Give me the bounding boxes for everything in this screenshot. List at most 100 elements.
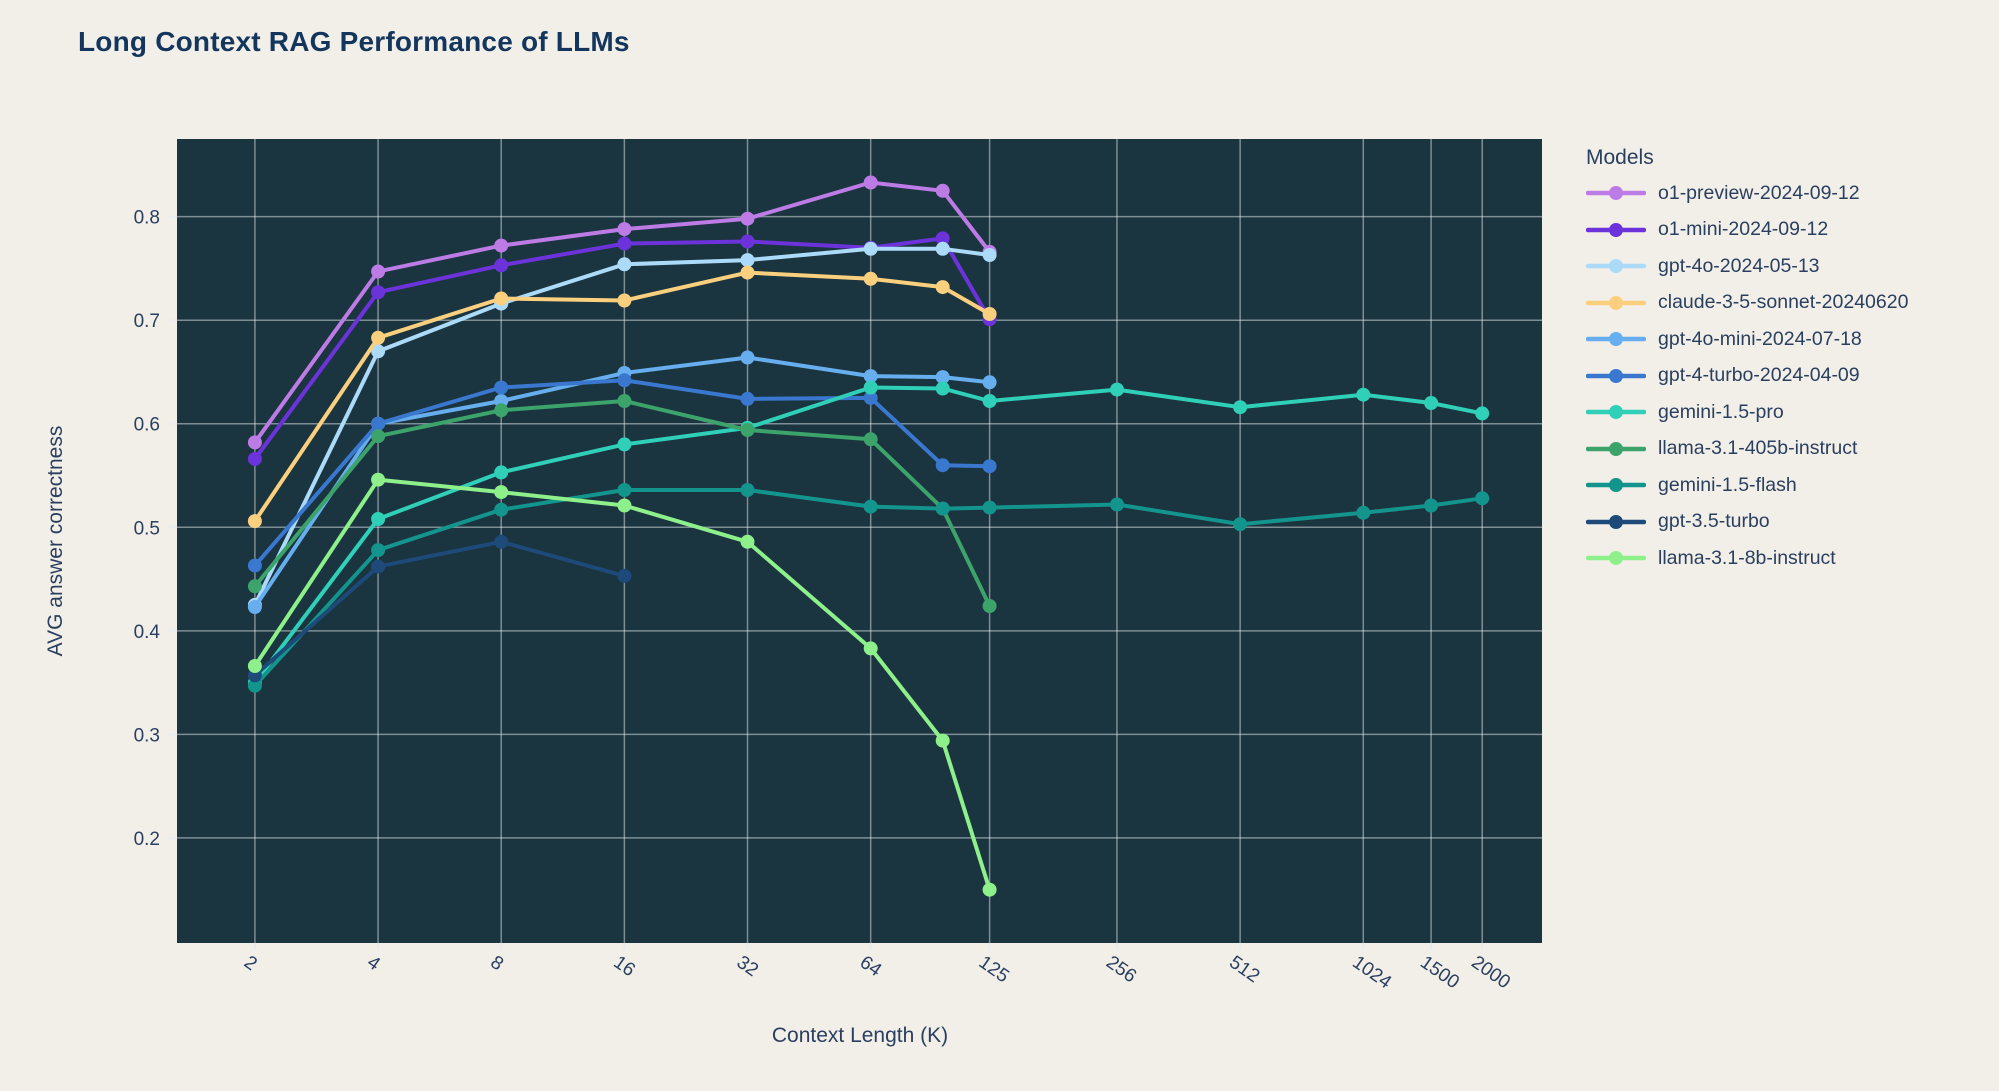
series-point — [247, 678, 262, 693]
series-point — [982, 307, 997, 321]
x-tick-label: 4 — [363, 952, 384, 976]
x-tick-label: 256 — [1102, 952, 1140, 987]
legend-marker-icon — [1586, 441, 1646, 456]
series-line — [252, 399, 992, 608]
legend-item-gemini-1.5-pro[interactable]: gemini-1.5-pro — [1586, 399, 1908, 425]
series-point — [1424, 498, 1439, 513]
series-point — [935, 231, 950, 246]
series-point — [1475, 491, 1490, 506]
series-line — [252, 378, 992, 568]
legend-item-llama-3.1-405b-instruct[interactable]: llama-3.1-405b-instruct — [1586, 436, 1908, 462]
series-point — [982, 599, 997, 613]
series-point — [494, 485, 509, 500]
legend-item-gpt-3.5-turbo[interactable]: gpt-3.5-turbo — [1586, 509, 1908, 535]
legend-marker-icon — [1586, 332, 1646, 346]
legend-item-llama-3.1-8b-instruct[interactable]: llama-3.1-8b-instruct — [1586, 545, 1908, 571]
series-point — [617, 236, 632, 251]
y-tick-label: 0.2 — [134, 829, 160, 850]
series-line — [252, 355, 992, 609]
series-point — [1356, 505, 1371, 520]
series-point — [863, 271, 878, 286]
series-point — [371, 264, 386, 279]
legend-marker-icon — [1586, 186, 1646, 200]
series-gpt-4-turbo-2024-04-09 — [247, 373, 997, 573]
legend-item-o1-mini-2024-09-12[interactable]: o1-mini-2024-09-12 — [1586, 217, 1908, 243]
series-point — [740, 534, 755, 549]
series-point — [863, 175, 878, 190]
series-point — [371, 416, 386, 431]
series-gemini-1.5-flash — [247, 483, 1490, 693]
series-point — [740, 350, 755, 365]
series-point — [935, 458, 950, 473]
series-point — [740, 483, 755, 497]
series-point — [371, 472, 386, 487]
x-tick-label: 2000 — [1467, 952, 1514, 993]
series-point — [863, 390, 878, 405]
series-point — [863, 369, 878, 384]
series-point — [1110, 497, 1124, 512]
y-tick-label: 0.8 — [134, 208, 160, 229]
x-tick-label: 1500 — [1416, 952, 1463, 993]
x-tick-label: 512 — [1225, 952, 1263, 987]
legend-item-gpt-4o-mini-2024-07-18[interactable]: gpt-4o-mini-2024-07-18 — [1586, 326, 1908, 352]
series-point — [247, 579, 262, 594]
legend-marker-icon — [1586, 295, 1646, 310]
series-point — [371, 543, 386, 558]
y-tick-label: 0.6 — [134, 415, 160, 436]
x-tick-label: 32 — [733, 952, 762, 981]
y-tick-label: 0.4 — [134, 622, 161, 643]
legend-item-label: gpt-4o-2024-05-13 — [1658, 254, 1820, 277]
series-point — [740, 234, 755, 249]
series-point — [935, 370, 950, 385]
x-tick-label: 1024 — [1348, 952, 1395, 994]
series-point — [740, 423, 755, 437]
legend-item-label: gpt-3.5-turbo — [1658, 510, 1770, 532]
series-point — [371, 330, 386, 345]
x-tick-label: 16 — [609, 952, 638, 981]
series-line — [252, 236, 992, 461]
gridlines — [177, 139, 1542, 943]
series-point — [494, 465, 509, 480]
series-point — [494, 502, 509, 517]
series-point — [371, 512, 386, 526]
data-series — [247, 175, 1490, 897]
series-point — [617, 498, 632, 513]
series-point — [982, 394, 997, 408]
legend-marker-icon — [1586, 405, 1646, 419]
plot-area[interactable] — [177, 139, 1542, 943]
legend-item-label: o1-mini-2024-09-12 — [1658, 218, 1829, 240]
series-point — [494, 258, 509, 273]
x-tick-label: 8 — [486, 952, 507, 975]
legend-item-label: llama-3.1-405b-instruct — [1658, 437, 1858, 459]
y-tick-label: 0.5 — [134, 518, 160, 539]
legend-item-o1-preview-2024-09-12[interactable]: o1-preview-2024-09-12 — [1586, 180, 1908, 206]
series-point — [1233, 517, 1248, 532]
series-llama-3.1-8b-instruct — [247, 472, 997, 897]
legend-marker-icon — [1586, 222, 1646, 237]
chart-title: Long Context RAG Performance of LLMs — [78, 26, 630, 57]
series-point — [494, 291, 509, 306]
legend-item-gpt-4o-2024-05-13[interactable]: gpt-4o-2024-05-13 — [1586, 253, 1908, 279]
series-point — [247, 659, 262, 673]
y-tick-label: 0.7 — [134, 311, 160, 332]
series-point — [982, 375, 997, 390]
series-point — [935, 381, 950, 396]
series-point — [247, 558, 262, 573]
series-point — [1110, 382, 1124, 397]
legend-item-label: gpt-4o-mini-2024-07-18 — [1658, 327, 1862, 350]
legend-item-gpt-4-turbo-2024-04-09[interactable]: gpt-4-turbo-2024-04-09 — [1586, 363, 1908, 389]
series-point — [371, 344, 386, 359]
legend-item-claude-3-5-sonnet-20240620[interactable]: claude-3-5-sonnet-20240620 — [1586, 290, 1908, 316]
legend-item-label: gemini-1.5-flash — [1658, 473, 1797, 496]
legend: Models o1-preview-2024-09-12 o1-mini-2024… — [1586, 146, 1908, 582]
series-point — [494, 238, 509, 253]
series-gpt-4o-2024-05-13 — [247, 241, 997, 612]
series-point — [863, 432, 878, 447]
series-line — [252, 180, 992, 445]
x-axis-title: Context Length (K) — [772, 1024, 948, 1047]
series-claude-3-5-sonnet-20240620 — [247, 265, 997, 529]
series-point — [494, 380, 509, 395]
legend-item-gemini-1.5-flash[interactable]: gemini-1.5-flash — [1586, 472, 1908, 498]
